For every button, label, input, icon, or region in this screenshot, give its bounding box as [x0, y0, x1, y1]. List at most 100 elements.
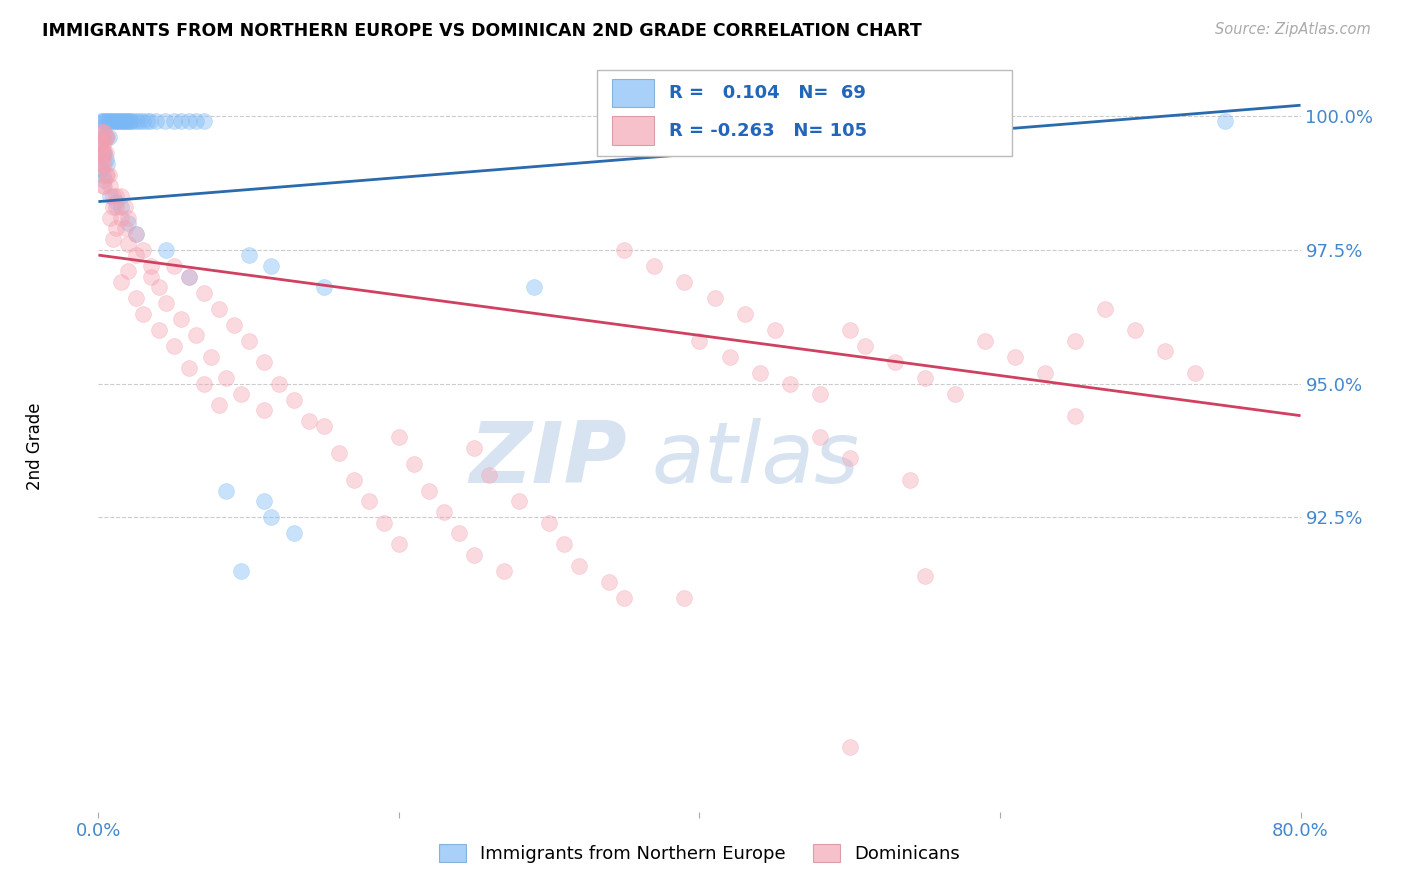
Point	[208, 301, 231, 316]
Point	[90, 125, 112, 139]
Point	[312, 419, 335, 434]
Point	[91, 125, 114, 139]
Point	[90, 146, 112, 161]
Point	[90, 114, 112, 128]
Point	[93, 157, 115, 171]
Point	[94, 152, 117, 166]
Point	[193, 376, 215, 391]
Point	[125, 248, 148, 262]
Point	[253, 355, 276, 369]
Point	[974, 334, 997, 348]
Point	[117, 216, 139, 230]
Point	[114, 221, 136, 235]
Point	[91, 136, 114, 150]
Point	[132, 307, 155, 321]
Point	[103, 189, 125, 203]
Point	[145, 114, 167, 128]
Point	[231, 387, 253, 401]
Point	[96, 114, 118, 128]
Text: atlas: atlas	[651, 418, 859, 501]
FancyBboxPatch shape	[598, 70, 1012, 156]
Point	[139, 269, 162, 284]
Point	[598, 574, 620, 589]
Point	[162, 259, 184, 273]
Point	[898, 473, 921, 487]
Point	[298, 414, 321, 428]
Point	[177, 269, 200, 284]
Point	[193, 114, 215, 128]
Point	[100, 178, 122, 193]
Point	[763, 323, 786, 337]
Point	[105, 189, 128, 203]
Point	[170, 312, 193, 326]
Point	[853, 339, 876, 353]
Point	[193, 285, 215, 300]
Point	[121, 114, 143, 128]
Point	[238, 334, 260, 348]
Point	[215, 483, 238, 498]
Point	[96, 168, 118, 182]
Point	[94, 130, 117, 145]
Point	[124, 114, 146, 128]
Point	[93, 114, 115, 128]
Point	[703, 291, 725, 305]
Point	[1064, 334, 1087, 348]
Point	[943, 387, 966, 401]
Point	[91, 168, 114, 182]
Point	[110, 189, 132, 203]
Point	[494, 564, 516, 578]
Point	[253, 403, 276, 417]
Point	[94, 114, 117, 128]
Point	[688, 334, 710, 348]
Point	[1215, 114, 1237, 128]
Point	[260, 259, 283, 273]
Point	[110, 200, 132, 214]
Point	[418, 483, 440, 498]
Point	[267, 376, 290, 391]
Point	[91, 130, 114, 145]
Point	[838, 451, 860, 466]
Point	[103, 232, 125, 246]
Point	[148, 323, 170, 337]
Point	[117, 114, 139, 128]
Point	[100, 114, 122, 128]
Point	[90, 130, 112, 145]
Point	[200, 350, 222, 364]
Point	[110, 211, 132, 225]
Point	[125, 227, 148, 241]
Point	[93, 125, 115, 139]
Point	[357, 494, 380, 508]
Point	[155, 296, 177, 310]
Point	[93, 146, 115, 161]
Point	[734, 307, 756, 321]
Point	[1064, 409, 1087, 423]
Point	[108, 114, 131, 128]
Point	[162, 339, 184, 353]
Point	[148, 280, 170, 294]
Text: IMMIGRANTS FROM NORTHERN EUROPE VS DOMINICAN 2ND GRADE CORRELATION CHART: IMMIGRANTS FROM NORTHERN EUROPE VS DOMIN…	[42, 22, 922, 40]
Point	[538, 516, 561, 530]
Point	[914, 569, 936, 583]
Point	[93, 173, 115, 187]
Point	[613, 591, 636, 605]
Point	[388, 430, 411, 444]
Point	[127, 114, 149, 128]
Point	[402, 457, 425, 471]
Point	[100, 211, 122, 225]
Point	[231, 564, 253, 578]
Point	[673, 591, 696, 605]
Point	[104, 114, 127, 128]
Point	[117, 211, 139, 225]
Point	[100, 189, 122, 203]
Point	[779, 376, 801, 391]
Point	[111, 114, 134, 128]
Point	[132, 114, 155, 128]
Point	[643, 259, 665, 273]
Point	[718, 350, 741, 364]
Point	[103, 200, 125, 214]
Bar	[612, 78, 654, 107]
Point	[808, 430, 831, 444]
Point	[312, 280, 335, 294]
Point	[94, 130, 117, 145]
Point	[253, 494, 276, 508]
